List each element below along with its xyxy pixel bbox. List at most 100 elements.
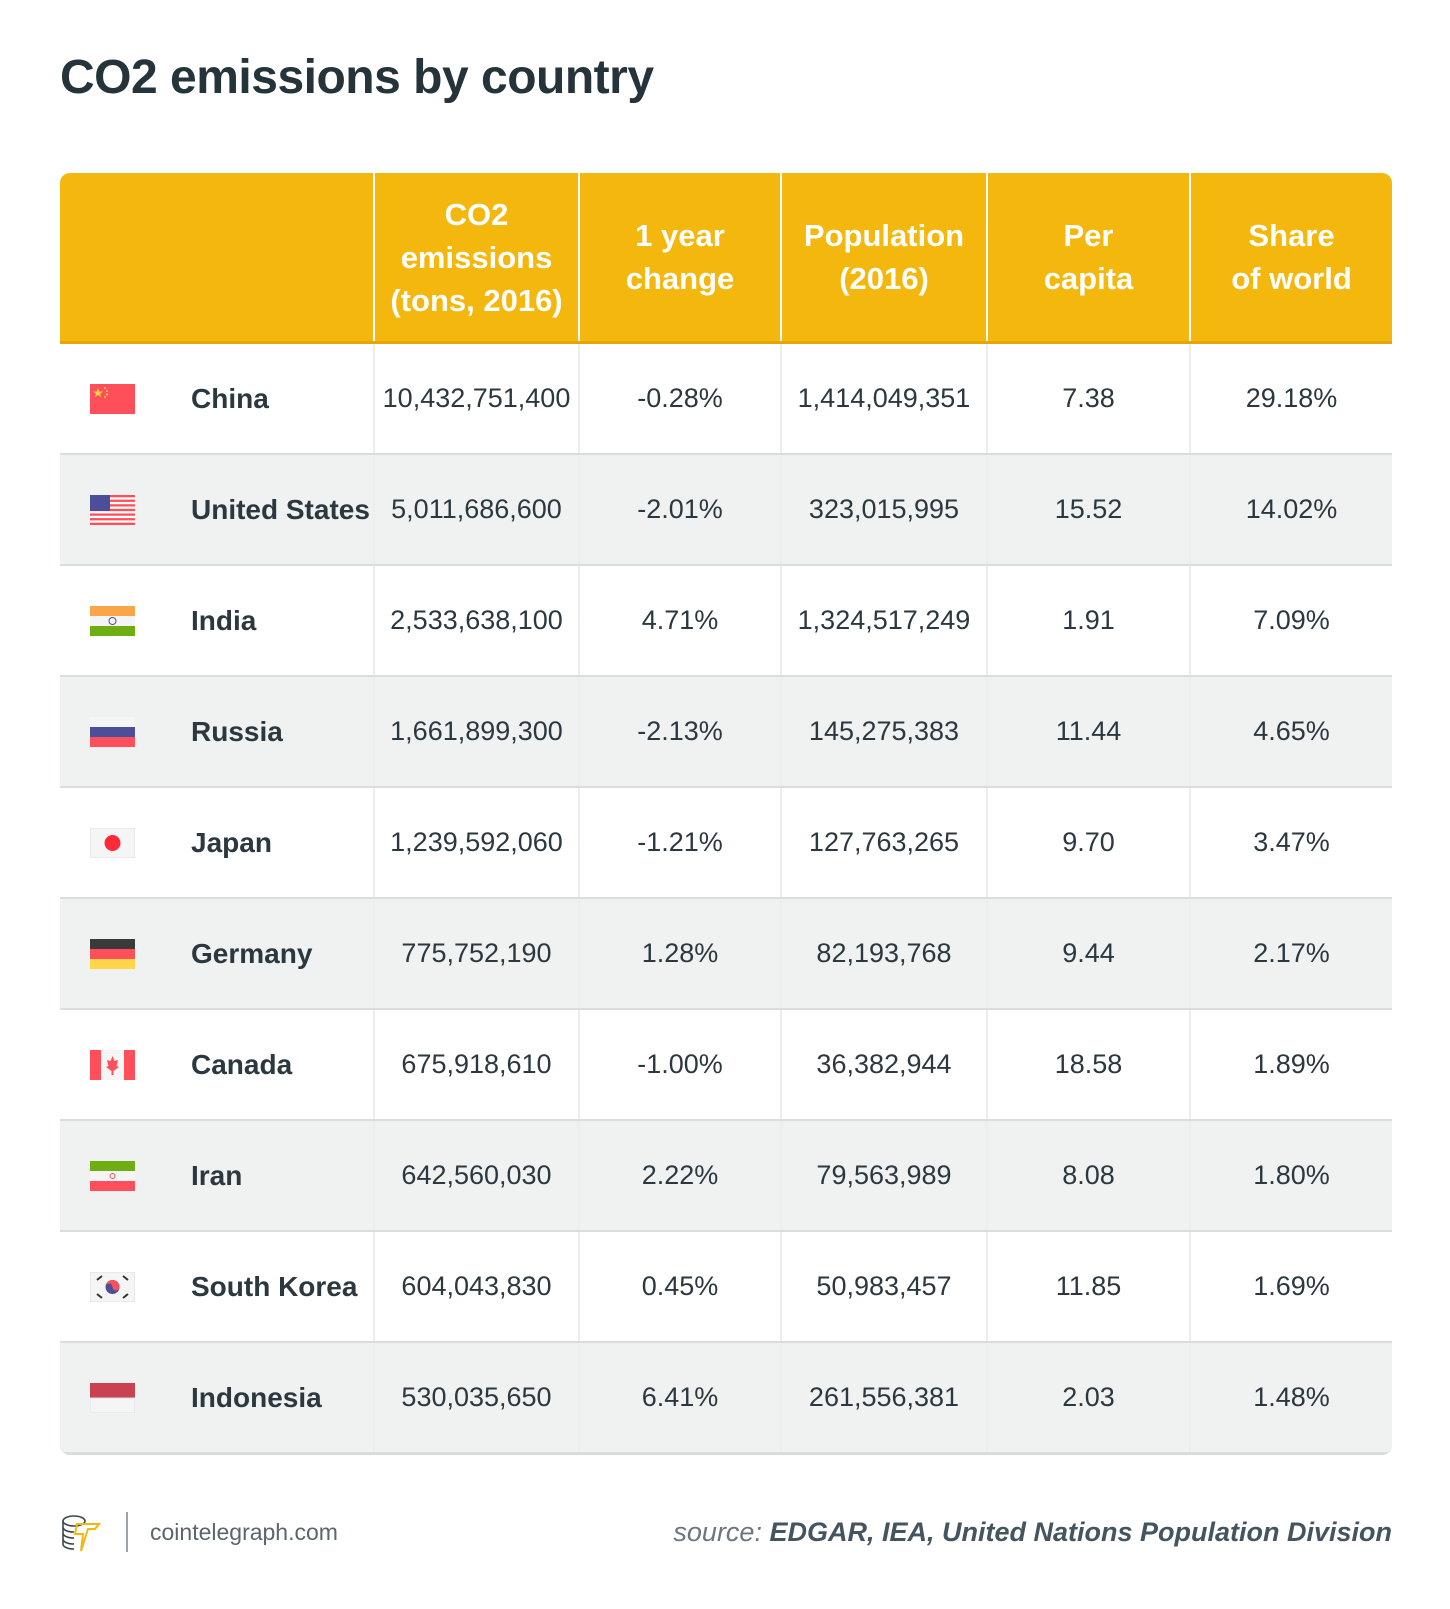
per-capita-value: 18.58 (986, 1010, 1189, 1119)
share-value: 7.09% (1189, 566, 1392, 675)
header-country (60, 173, 373, 341)
table-header: CO2 emissions (tons, 2016) 1 year change… (60, 173, 1392, 344)
header-share: Share of world (1189, 173, 1392, 341)
per-capita-value: 9.44 (986, 899, 1189, 1008)
table-row: South Korea 604,043,830 0.45% 50,983,457 11.… (60, 1232, 1392, 1343)
population-value: 50,983,457 (780, 1232, 986, 1341)
population-value: 82,193,768 (780, 899, 986, 1008)
country-cell: South Korea (60, 1232, 373, 1341)
change-value: 1.28% (578, 899, 780, 1008)
flag-kr-icon (90, 1271, 135, 1302)
flag-ir-icon (90, 1160, 135, 1191)
population-value: 145,275,383 (780, 677, 986, 786)
table-row: Canada 675,918,610 -1.00% 36,382,944 18.58 1.… (60, 1010, 1392, 1121)
change-value: -0.28% (578, 344, 780, 453)
per-capita-value: 11.85 (986, 1232, 1189, 1341)
table-row: United States 5,011,686,600 -2.01% 323,015,… (60, 455, 1392, 566)
country-name: Japan (191, 826, 272, 858)
country-name: South Korea (191, 1270, 358, 1302)
country-cell: Japan (60, 788, 373, 897)
change-value: 6.41% (578, 1343, 780, 1452)
table-row: Iran 642,560,030 2.22% 79,563,989 8.08 1.80% (60, 1121, 1392, 1232)
country-cell: Russia (60, 677, 373, 786)
site-link[interactable]: cointelegraph.com (150, 1518, 338, 1545)
co2-value: 604,043,830 (373, 1232, 578, 1341)
flag-ca-icon (90, 1049, 135, 1080)
share-value: 1.80% (1189, 1121, 1392, 1230)
country-cell: Iran (60, 1121, 373, 1230)
flag-ru-icon (90, 716, 135, 747)
table-row: Japan 1,239,592,060 -1.21% 127,763,265 9.70 3… (60, 788, 1392, 899)
footer: cointelegraph.com source: EDGAR, IEA, Un… (60, 1510, 1392, 1554)
population-value: 79,563,989 (780, 1121, 986, 1230)
emissions-table: CO2 emissions (tons, 2016) 1 year change… (60, 173, 1392, 1454)
per-capita-value: 11.44 (986, 677, 1189, 786)
per-capita-value: 7.38 (986, 344, 1189, 453)
share-value: 3.47% (1189, 788, 1392, 897)
source-note: source: EDGAR, IEA, United Nations Popul… (673, 1517, 1392, 1548)
change-value: -1.00% (578, 1010, 780, 1119)
flag-jp-icon (90, 827, 135, 858)
country-name: Canada (191, 1048, 293, 1080)
source-label: source: (673, 1516, 762, 1547)
change-value: -1.21% (578, 788, 780, 897)
country-name: Russia (191, 715, 283, 747)
country-name: China (191, 382, 269, 414)
share-value: 29.18% (1189, 344, 1392, 453)
table-row: Russia 1,661,899,300 -2.13% 145,275,383 11.4… (60, 677, 1392, 788)
change-value: -2.13% (578, 677, 780, 786)
change-value: 4.71% (578, 566, 780, 675)
footer-divider (126, 1512, 128, 1552)
country-cell: India (60, 566, 373, 675)
population-value: 36,382,944 (780, 1010, 986, 1119)
per-capita-value: 1.91 (986, 566, 1189, 675)
co2-value: 2,533,638,100 (373, 566, 578, 675)
co2-value: 1,239,592,060 (373, 788, 578, 897)
page-title: CO2 emissions by country (60, 51, 654, 104)
flag-cn-icon (90, 383, 135, 414)
country-cell: Germany (60, 899, 373, 1008)
per-capita-value: 9.70 (986, 788, 1189, 897)
table-row: Indonesia 530,035,650 6.41% 261,556,381 2.03… (60, 1343, 1392, 1454)
cointelegraph-logo-icon (60, 1512, 102, 1552)
population-value: 261,556,381 (780, 1343, 986, 1452)
co2-value: 775,752,190 (373, 899, 578, 1008)
population-value: 1,324,517,249 (780, 566, 986, 675)
flag-us-icon (90, 494, 135, 525)
change-value: 0.45% (578, 1232, 780, 1341)
header-population: Population (2016) (780, 173, 986, 341)
source-text: EDGAR, IEA, United Nations Population Di… (769, 1516, 1392, 1547)
share-value: 14.02% (1189, 455, 1392, 564)
country-name: Germany (191, 937, 313, 969)
flag-in-icon (90, 605, 135, 636)
change-value: 2.22% (578, 1121, 780, 1230)
co2-value: 642,560,030 (373, 1121, 578, 1230)
country-cell: United States (60, 455, 373, 564)
country-cell: China (60, 344, 373, 453)
share-value: 2.17% (1189, 899, 1392, 1008)
co2-value: 10,432,751,400 (373, 344, 578, 453)
co2-value: 5,011,686,600 (373, 455, 578, 564)
population-value: 127,763,265 (780, 788, 986, 897)
country-cell: Canada (60, 1010, 373, 1119)
share-value: 1.89% (1189, 1010, 1392, 1119)
header-co2: CO2 emissions (tons, 2016) (373, 173, 578, 341)
co2-value: 1,661,899,300 (373, 677, 578, 786)
header-change: 1 year change (578, 173, 780, 341)
share-value: 4.65% (1189, 677, 1392, 786)
table-row: China 10,432,751,400 -0.28% 1,414,049,351 7.… (60, 344, 1392, 455)
flag-de-icon (90, 938, 135, 969)
table-row: India 2,533,638,100 4.71% 1,324,517,249 1.91… (60, 566, 1392, 677)
flag-id-icon (90, 1382, 135, 1413)
share-value: 1.48% (1189, 1343, 1392, 1452)
per-capita-value: 15.52 (986, 455, 1189, 564)
country-name: United States (191, 493, 370, 525)
country-name: India (191, 604, 257, 636)
share-value: 1.69% (1189, 1232, 1392, 1341)
per-capita-value: 8.08 (986, 1121, 1189, 1230)
change-value: -2.01% (578, 455, 780, 564)
table-row: Germany 775,752,190 1.28% 82,193,768 9.44 2.1… (60, 899, 1392, 1010)
co2-value: 675,918,610 (373, 1010, 578, 1119)
header-per-capita: Per capita (986, 173, 1189, 341)
country-name: Iran (191, 1159, 243, 1191)
